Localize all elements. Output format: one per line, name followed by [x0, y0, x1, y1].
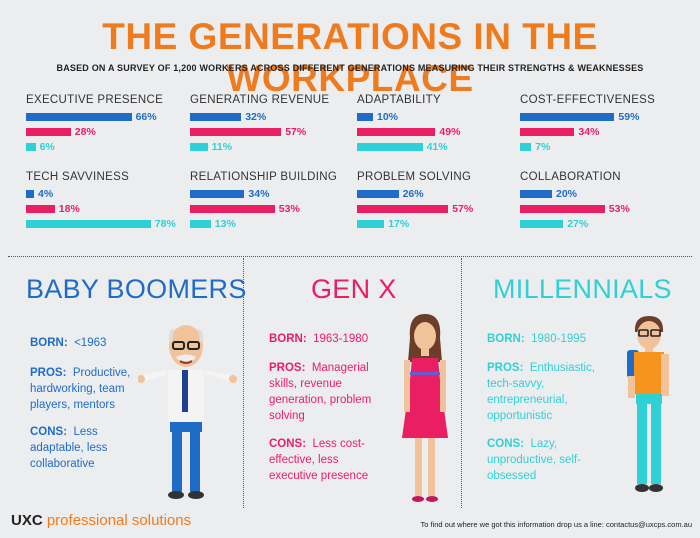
millennials-percent-label: 41%: [426, 141, 448, 153]
genx-bar: [26, 128, 71, 136]
millennials-bar: [190, 143, 208, 151]
boomers-percent-label: 20%: [556, 188, 578, 200]
metric-name: TECH SAVVINESS: [26, 171, 130, 183]
contact-note: To find out where we got this informatio…: [420, 520, 692, 529]
genx-bar: [357, 128, 436, 136]
boomers-pros: PROS: Productive, hardworking, team play…: [30, 367, 131, 411]
genx-percent-label: 53%: [278, 203, 300, 215]
metric-cost-effectiveness: COST-EFFECTIVENESS 59% 34% 7%: [520, 94, 670, 154]
section-divider: [8, 256, 692, 257]
millennials-percent-label: 7%: [535, 141, 551, 153]
genx-percent-label: 57%: [285, 126, 307, 138]
metric-name: COST-EFFECTIVENESS: [520, 94, 656, 106]
millennials-bar: [26, 220, 151, 228]
genx-percent-label: 53%: [608, 203, 630, 215]
genx-percent-label: 18%: [58, 203, 80, 215]
millennials-percent-label: 13%: [214, 218, 236, 230]
boomers-bar: [520, 190, 552, 198]
millennials-percent-label: 6%: [39, 141, 55, 153]
genx-born: BORN: 1963-1980: [269, 333, 369, 345]
genx-title: GEN X: [311, 274, 397, 304]
metric-relationship-building: RELATIONSHIP BUILDING 34% 53% 13%: [190, 171, 340, 231]
genx-bar: [357, 205, 449, 213]
millennials-percent-label: 17%: [388, 218, 410, 230]
millennials-bar: [520, 143, 532, 151]
boomers-percent-label: 32%: [245, 111, 267, 123]
boomers-percent-label: 4%: [38, 188, 54, 200]
genx-percent-label: 49%: [439, 126, 461, 138]
metric-name: RELATIONSHIP BUILDING: [190, 171, 338, 183]
metric-tech-savviness: TECH SAVVINESS 4% 18% 78%: [26, 171, 176, 231]
millennials-pros: PROS: Enthusiastic, tech-savvy, entrepre…: [487, 362, 596, 422]
boomers-bar: [520, 113, 615, 121]
millennials-percent-label: 78%: [154, 218, 176, 230]
metric-problem-solving: PROBLEM SOLVING 26% 57% 17%: [357, 171, 507, 231]
panel-divider: [243, 258, 244, 508]
genx-bar: [520, 205, 605, 213]
metric-name: COLLABORATION: [520, 171, 621, 183]
millennials-percent-label: 27%: [567, 218, 589, 230]
boomers-bar: [26, 190, 34, 198]
millennials-cons: CONS: Lazy, unproductive, self-obsessed: [487, 438, 581, 482]
boomers-cons: CONS: Less adaptable, less collaborative: [30, 426, 108, 470]
metric-name: GENERATING REVENUE: [190, 94, 330, 106]
millennials-bar: [26, 143, 36, 151]
genx-cons: CONS: Less cost-effective, less executiv…: [269, 438, 369, 482]
millennials-bar: [520, 220, 564, 228]
metric-generating-revenue: GENERATING REVENUE 32% 57% 11%: [190, 94, 340, 154]
genx-bar: [26, 205, 55, 213]
boomers-bar: [357, 190, 399, 198]
boomers-percent-label: 59%: [618, 111, 640, 123]
boomers-born: BORN: <1963: [30, 337, 107, 349]
boomers-bar: [190, 190, 245, 198]
genx-bar: [520, 128, 575, 136]
genx-bar: [190, 128, 282, 136]
genx-percent-label: 34%: [578, 126, 600, 138]
boomers-title: BABY BOOMERS: [26, 274, 247, 304]
metric-executive-presence: EXECUTIVE PRESENCE 66% 28% 6%: [26, 94, 176, 154]
boomer-figure-illustration: [138, 325, 237, 499]
brand-logo: UXC professional solutions: [11, 512, 192, 529]
boomers-percent-label: 10%: [377, 111, 399, 123]
boomers-bar: [26, 113, 132, 121]
metric-name: PROBLEM SOLVING: [357, 171, 472, 183]
genx-percent-label: 57%: [452, 203, 474, 215]
millennial-figure-illustration: [627, 316, 669, 492]
metric-adaptability: ADAPTABILITY 10% 49% 41%: [357, 94, 507, 154]
genx-pros: PROS: Managerial skills, revenue generat…: [269, 362, 372, 422]
millennials-born: BORN: 1980-1995: [487, 333, 587, 345]
metric-name: ADAPTABILITY: [357, 94, 441, 106]
boomers-percent-label: 26%: [402, 188, 424, 200]
boomers-bar: [357, 113, 373, 121]
boomers-percent-label: 34%: [248, 188, 270, 200]
genx-percent-label: 28%: [74, 126, 96, 138]
millennials-bar: [357, 220, 385, 228]
millennials-percent-label: 11%: [211, 141, 233, 153]
millennials-bar: [190, 220, 211, 228]
boomers-percent-label: 66%: [135, 111, 157, 123]
page-subtitle: BASED ON A SURVEY OF 1,200 WORKERS ACROS…: [56, 63, 644, 73]
millennials-title: MILLENNIALS: [493, 274, 672, 304]
genx-figure-illustration: [402, 314, 448, 502]
page-title: THE GENERATIONS IN THE WORKPLACE: [102, 16, 598, 99]
metric-collaboration: COLLABORATION 20% 53% 27%: [520, 171, 670, 231]
metric-name: EXECUTIVE PRESENCE: [26, 94, 164, 106]
boomers-bar: [190, 113, 242, 121]
millennials-bar: [357, 143, 423, 151]
panel-divider: [461, 258, 462, 508]
genx-bar: [190, 205, 275, 213]
